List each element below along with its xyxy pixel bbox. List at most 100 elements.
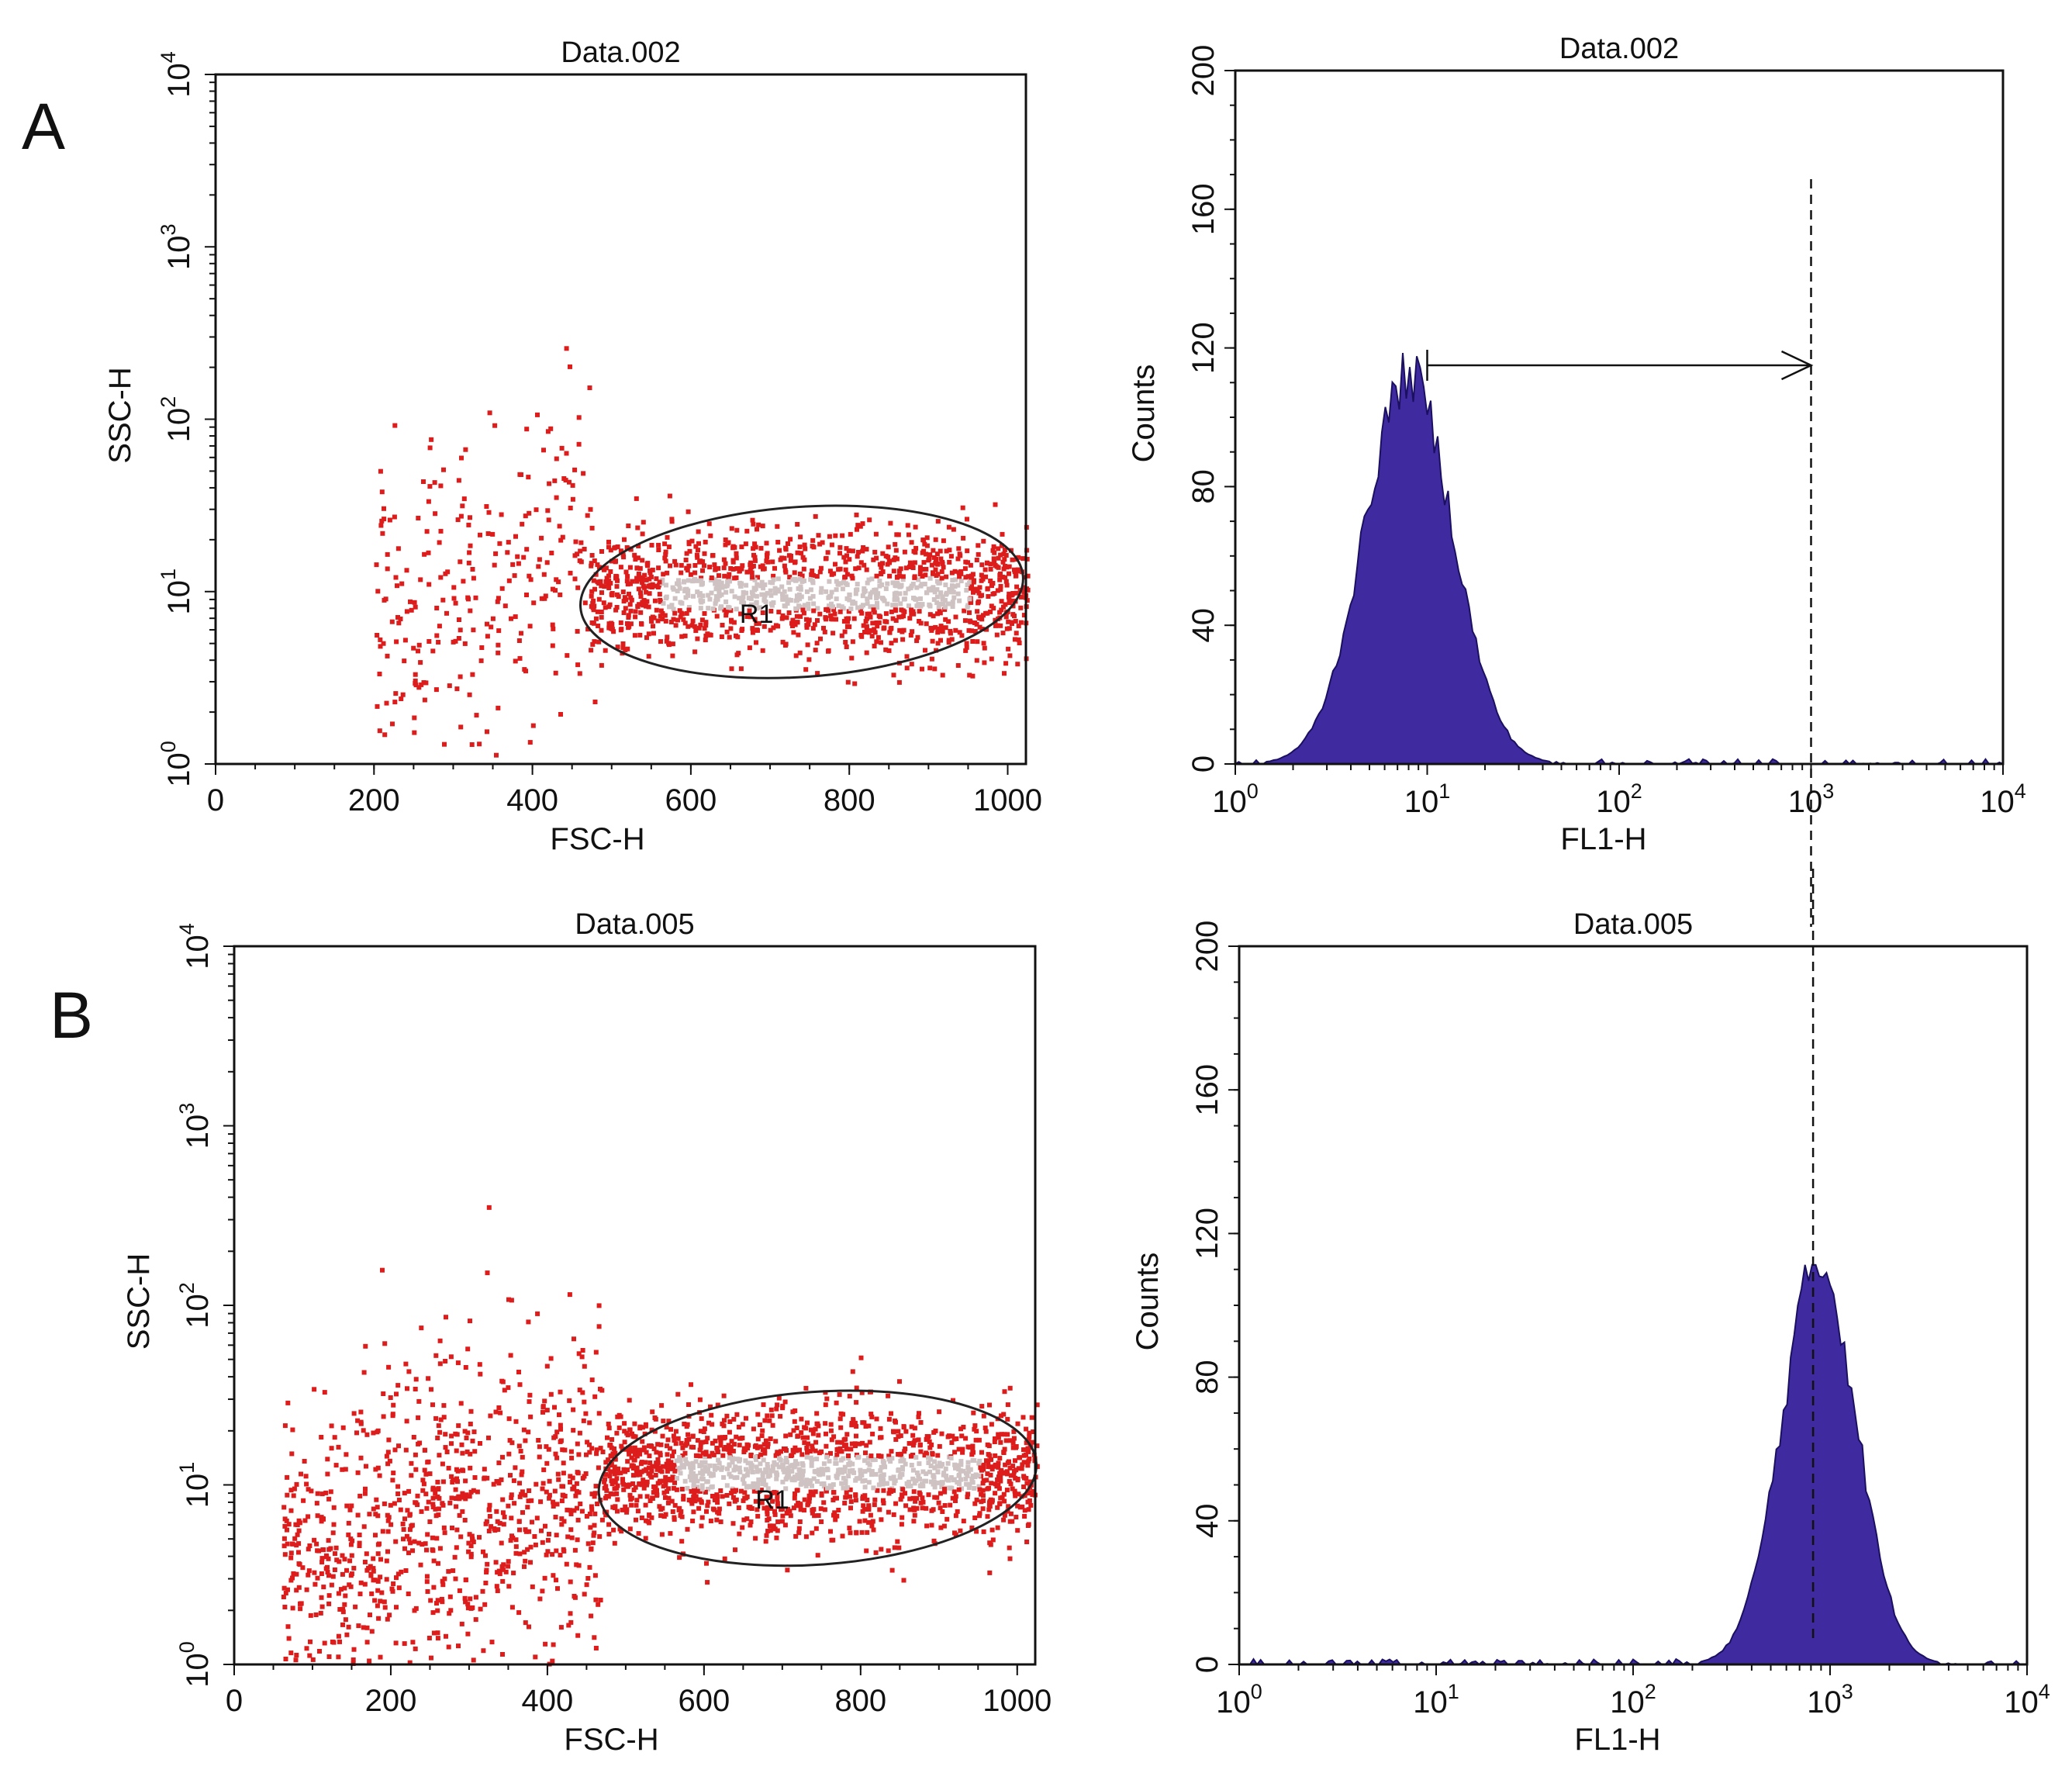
scatter-point (990, 1537, 996, 1543)
scatter-point (1029, 1415, 1034, 1420)
scatter-point (679, 1539, 685, 1544)
scatter-point (568, 570, 573, 575)
scatter-point (734, 1434, 739, 1440)
scatter-point (427, 484, 433, 489)
y-tick-label: 101 (157, 569, 196, 615)
scatter-point (565, 1534, 571, 1540)
scatter-point (708, 533, 713, 538)
scatter-point (944, 574, 949, 579)
scatter-point (1001, 566, 1007, 572)
scatter-point (869, 1469, 875, 1474)
scatter-point (885, 601, 890, 607)
scatter-point (388, 1522, 394, 1527)
scatter-point (780, 1463, 786, 1468)
scatter-point (499, 512, 504, 517)
scatter-point (723, 561, 728, 566)
scatter-point (404, 609, 409, 614)
scatter-point (598, 1598, 603, 1602)
scatter-point (722, 1418, 727, 1423)
scatter-point (482, 1602, 488, 1607)
scatter-point (395, 583, 399, 589)
scatter-point (600, 1450, 606, 1454)
scatter-point (769, 1413, 775, 1419)
scatter-point (1014, 631, 1019, 636)
scatter-point (467, 1494, 472, 1499)
scatter-point (900, 1467, 905, 1472)
scatter-point (375, 1465, 381, 1471)
scatter-point (906, 1479, 912, 1484)
scatter-point (386, 1437, 392, 1443)
scatter-point (394, 639, 399, 645)
scatter-point (1000, 1495, 1005, 1500)
scatter-point (934, 587, 940, 593)
scatter-point (845, 679, 851, 685)
scatter-point (613, 559, 618, 565)
scatter-point (723, 589, 729, 595)
scatter-point (385, 1518, 391, 1523)
scatter-point (947, 588, 952, 593)
scatter-point (730, 566, 736, 572)
scatter-point (874, 593, 879, 599)
scatter-point (463, 1599, 468, 1605)
scatter-point (607, 602, 613, 607)
scatter-point (508, 1353, 513, 1358)
scatter-point (591, 598, 596, 603)
scatter-point (610, 1453, 615, 1458)
scatter-point (955, 591, 961, 596)
scatter-point (560, 1447, 565, 1453)
scatter-point (572, 576, 578, 582)
scatter-point (500, 1454, 505, 1460)
scatter-point (910, 1443, 916, 1448)
scatter-point (779, 616, 785, 621)
scatter-point (1025, 1491, 1031, 1495)
scatter-point (684, 551, 689, 556)
scatter-point (618, 1471, 623, 1476)
scatter-point (651, 1446, 657, 1451)
scatter-point (874, 620, 879, 625)
scatter-point (968, 619, 973, 624)
scatter-point (819, 586, 824, 591)
scatter-point (666, 544, 672, 550)
scatter-point (429, 437, 434, 442)
scatter-point (761, 624, 767, 629)
scatter-point (672, 596, 678, 601)
scatter-point (666, 1419, 672, 1424)
scatter-point (726, 604, 731, 610)
scatter-point (463, 1496, 468, 1502)
scatter-point (779, 1519, 785, 1524)
scatter-point (979, 1467, 984, 1473)
scatter-point (898, 1433, 903, 1439)
scatter-point (320, 1547, 326, 1553)
scatter-point (844, 546, 849, 551)
scatter-point (606, 1426, 612, 1431)
scatter-point (935, 519, 941, 524)
scatter-point (721, 1446, 727, 1452)
scatter-point (614, 1430, 620, 1436)
scatter-point (523, 1529, 529, 1534)
y-tick-label: 120 (1190, 1208, 1224, 1260)
scatter-point (548, 1356, 554, 1361)
y-tick-label: 200 (1186, 45, 1221, 97)
scatter-point (696, 541, 701, 546)
scatter-point (739, 565, 744, 571)
scatter-point (319, 1571, 324, 1576)
scatter-point (773, 1439, 779, 1444)
scatter-point (695, 555, 700, 560)
scatter-point (841, 1485, 846, 1491)
scatter-point (979, 562, 985, 568)
scatter-point (788, 1432, 793, 1437)
scatter-point (643, 1460, 648, 1465)
scatter-point (1021, 1460, 1027, 1465)
scatter-point (665, 1489, 669, 1494)
scatter-point (714, 585, 720, 590)
scatter-point (364, 1640, 370, 1645)
scatter-point (864, 1443, 869, 1448)
scatter-point (288, 1578, 294, 1583)
scatter-point (887, 630, 893, 635)
scatter-point (524, 547, 530, 552)
scatter-point (606, 573, 611, 579)
scatter-point (725, 582, 730, 587)
scatter-point (687, 548, 692, 554)
scatter-point (610, 593, 615, 598)
scatter-point (895, 582, 900, 587)
